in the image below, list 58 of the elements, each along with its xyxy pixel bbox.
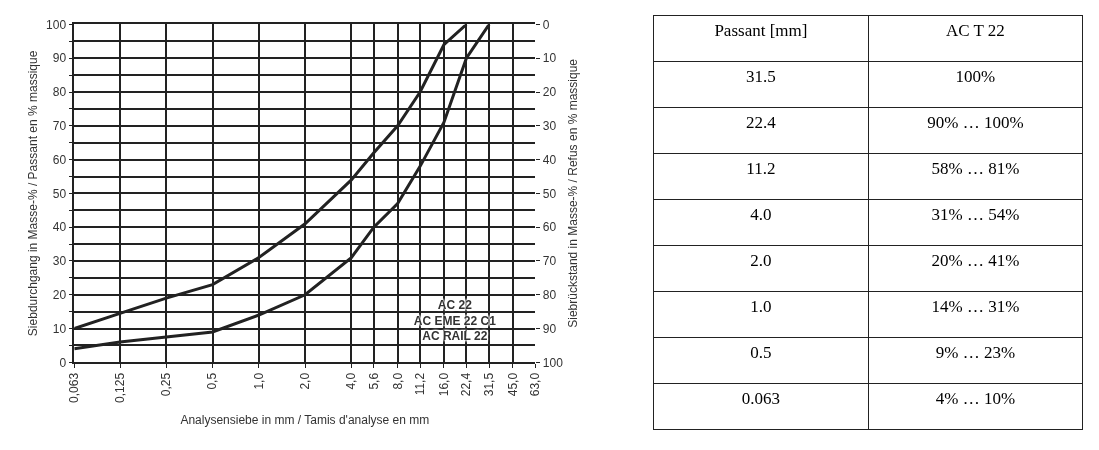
y-tick-label: 50: [52, 186, 67, 201]
y-tick-label: 90: [52, 51, 67, 66]
y-tick-label: 30: [52, 254, 67, 269]
text: 4.0: [750, 205, 772, 225]
x-tick-label: 63,0: [528, 372, 543, 397]
x-tick-label: 2,0: [297, 372, 312, 390]
y2-axis-title: Siebrückstand in Masse-% / Refus en % massique: [566, 58, 581, 328]
x-tick-label: 1,0: [251, 372, 266, 390]
y-tick-label: 60: [52, 152, 67, 167]
text: 11.2: [746, 159, 776, 179]
y2-tick-label: 80: [542, 287, 557, 302]
text: 90% … 100%: [927, 113, 1024, 133]
y2-tick-label: 50: [542, 186, 557, 201]
y2-tick-label: 60: [542, 220, 557, 235]
text: 4% … 10%: [935, 389, 1016, 409]
x-tick-label: 0,25: [159, 372, 174, 397]
text: 9% … 23%: [935, 343, 1016, 363]
text: Passant [mm]: [714, 21, 808, 41]
text: 1.0: [750, 297, 772, 317]
y-tick-label: 70: [52, 119, 67, 134]
text: 31.5: [746, 67, 776, 87]
text: 14% … 31%: [931, 297, 1020, 317]
y-axis-title: Siebdurchgang in Masse-% / Passant en % massique: [25, 50, 40, 337]
x-tick-label: 0,125: [112, 372, 127, 403]
x-tick-label: 16,0: [436, 372, 451, 397]
y-tick-label: 100: [46, 17, 67, 32]
y-tick-label: 20: [52, 287, 67, 302]
y2-tick-label: 70: [542, 254, 557, 269]
text: 0.5: [750, 343, 772, 363]
x-tick-label: 0,063: [67, 372, 82, 403]
y2-tick-label: 30: [542, 119, 557, 134]
x-tick-label: 11,2: [412, 372, 427, 396]
text: 100%: [955, 67, 996, 87]
text: 0.063: [741, 389, 781, 409]
y-tick-label: 80: [52, 85, 67, 100]
x-tick-label: 22,4: [459, 372, 474, 397]
y2-tick-label: 0: [542, 17, 550, 32]
text: 2.0: [750, 251, 772, 271]
y2-tick-label: 40: [542, 152, 557, 167]
y2-tick-label: 10: [542, 51, 557, 66]
text: 20% … 41%: [931, 251, 1020, 271]
x-tick-label: 45,0: [505, 372, 520, 397]
y2-tick-label: 100: [542, 355, 564, 370]
text: AC T 22: [945, 21, 1005, 41]
y-tick-label: 10: [52, 321, 67, 336]
y2-tick-label: 90: [542, 321, 557, 336]
x-axis-title: Analysensiebe in mm / Tamis d'analyse en mm: [180, 413, 430, 428]
x-tick-label: 4,0: [344, 372, 359, 390]
text: 31% … 54%: [931, 205, 1020, 225]
y-tick-label: 40: [52, 220, 67, 235]
x-tick-label: 5,6: [366, 372, 381, 390]
text: 58% … 81%: [931, 159, 1020, 179]
x-tick-label: 8,0: [390, 372, 405, 390]
x-tick-label: 31,5: [482, 372, 497, 397]
y2-tick-label: 20: [542, 85, 557, 100]
text: 22.4: [746, 113, 777, 133]
x-tick-label: 0,5: [205, 372, 220, 390]
y-tick-label: 0: [59, 355, 67, 370]
